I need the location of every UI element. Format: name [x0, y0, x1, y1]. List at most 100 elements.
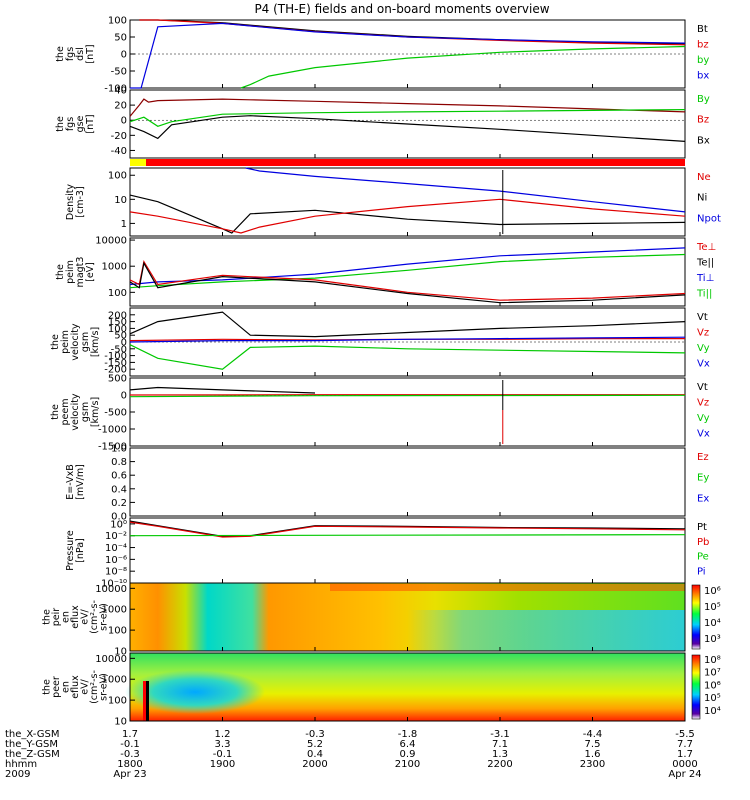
electron-spectrogram-gap — [146, 681, 149, 721]
electron-spectrogram-edge — [143, 681, 146, 721]
density-ytick-label: 1 — [121, 219, 127, 230]
density-frame — [129, 167, 686, 237]
moments-temperature-frame — [129, 237, 686, 307]
footer-value: 3.3 — [215, 739, 231, 750]
panel-velocity-gsm-electron: 500 0 -500 -1000 -1500 the peem velocity gsm [km/… — [50, 374, 710, 453]
panel-density: 100 10 1 Density [cm-3] Ne Ni Npot — [65, 167, 721, 237]
ion-spectrogram-low-energy — [130, 610, 685, 651]
density-ylabel-line: [cm-3] — [75, 186, 86, 217]
electron-spectrogram — [125, 653, 685, 721]
electron-eflux-ylabel-line: eflux — [70, 675, 81, 699]
footer-value: 1.7 — [677, 749, 693, 760]
pressure-ylabel-line: [nPa] — [75, 538, 86, 563]
fgs-gse-ytick-label: 20 — [114, 101, 127, 112]
ion-eflux-ytick-label: 1000 — [102, 605, 127, 616]
fgs-gse-ytick-label: -40 — [111, 146, 127, 157]
footer-row-label: the_X-GSM — [5, 729, 59, 740]
velocity-gsm-ion-ylabel-line: [km/s] — [90, 327, 101, 357]
footer-value: 2100 — [395, 759, 420, 770]
efield-frame — [129, 447, 686, 517]
ion-eflux-ylabel-line: (cm²-s- — [89, 600, 100, 634]
footer-value: 2300 — [580, 759, 605, 770]
velocity-gsm-electron-ylabel-line: velocity — [70, 393, 81, 431]
velocity-gsm-ion-ytick-label: -150 — [104, 358, 127, 369]
electron-spectrogram-blob — [125, 670, 265, 714]
electron-eflux-ylabel-line: the — [42, 679, 53, 695]
electron-eflux-ylabel-line: peer — [51, 676, 62, 698]
fgs-gse-ytick-label: -20 — [111, 131, 127, 142]
fgs-dsl-ylabel-line: dsl — [75, 47, 86, 61]
velocity-gsm-ion-ytick-label: -100 — [104, 351, 127, 362]
velocity-gsm-ion-ytick-label: 150 — [108, 317, 127, 328]
moments-temperature-legend-te: Te⊥ — [696, 242, 716, 253]
moments-temperature-legend-ti: Ti|| — [696, 289, 712, 300]
pressure-ytick-label: 10⁻¹⁰ — [101, 579, 127, 590]
fgs-gse-legend-by: By — [697, 94, 710, 105]
fgs-gse-ylabel-line: [nT] — [85, 114, 96, 133]
electron-eflux-ylabel-line: sr-eV) — [99, 673, 110, 701]
velocity-gsm-electron-legend-vy: Vy — [697, 413, 710, 424]
efield-ytick-label: 1.0 — [111, 444, 127, 455]
velocity-gsm-ion-ytick-label: 0 — [121, 338, 127, 349]
ion-eflux-ylabel-line: en — [61, 611, 72, 623]
efield-ylabel-line: [mV/m] — [75, 464, 86, 500]
velocity-gsm-ion-legend-vy: Vy — [697, 343, 710, 354]
density-series-ni — [129, 194, 686, 234]
footer-row-label: the_Y-GSM — [5, 739, 58, 750]
velocity-gsm-electron-ytick-label: -1000 — [98, 425, 127, 436]
electron-eflux-ytick-label: 10000 — [95, 654, 127, 665]
footer-value: 6.4 — [400, 739, 416, 750]
velocity-gsm-electron-frame — [129, 377, 686, 447]
velocity-gsm-ion-ylabel-line: velocity — [70, 323, 81, 361]
moments-temperature-ytick-label: 10000 — [95, 236, 127, 247]
moments-temperature-ylabel-line: the — [55, 264, 66, 280]
footer-value: -3.1 — [490, 729, 510, 740]
footer-value: 0.4 — [307, 749, 323, 760]
fgs-dsl-series-by — [240, 45, 686, 89]
footer-value: 1800 — [117, 759, 142, 770]
fgs-dsl-ylabel-line: the — [55, 46, 66, 62]
panel-efield: 1.0 0.8 0.6 0.4 0.2 0.0 E=-VxB [mV/m] Ez Ey Ex — [65, 444, 709, 523]
fgs-gse-series-by — [129, 109, 686, 127]
moments-temperature-ytick-label: 1000 — [102, 262, 127, 273]
fgs-gse-ytick-label: 40 — [114, 86, 127, 97]
density-series-ne — [129, 198, 686, 234]
density-series-npot — [245, 167, 686, 213]
electron-eflux-colorbar-label: 10⁷ — [704, 668, 721, 679]
fgs-dsl-ylabel-line: [nT] — [85, 44, 96, 63]
panel-fgs-dsl: 100 50 0 -50 -100 the fgs dsl [nT] Bt bz by bx — [55, 16, 709, 95]
electron-eflux-axes: 10000 1000 100 10 thepeerenefluxeV/(cm²-s-sr… — [42, 652, 721, 728]
spectrogram-panels: 10000100010010thepeirenefluxeV/(cm²-s-sr… — [42, 582, 721, 728]
electron-eflux-colorbar-label: 10⁶ — [704, 680, 721, 691]
footer-value: 7.7 — [677, 739, 693, 750]
ion-eflux-ylabel-line: the — [42, 609, 53, 625]
moments-temperature-legend-te: Te|| — [696, 258, 714, 269]
footer-value: -0.1 — [120, 739, 140, 750]
efield-ytick-label: 0.4 — [111, 484, 127, 495]
electron-eflux-ylabel-line: en — [61, 681, 72, 693]
velocity-gsm-ion-ylabel-line: gsm — [80, 332, 91, 352]
velocity-gsm-electron-ytick-label: -1500 — [98, 442, 127, 453]
footer-value: 1.2 — [215, 729, 231, 740]
footer-value: Apr 23 — [113, 769, 146, 780]
electron-eflux-ytick-label: 1000 — [102, 675, 127, 686]
electron-eflux-ytick-label: 100 — [108, 696, 127, 707]
ion-eflux-ylabel-line: sr-eV) — [99, 603, 110, 631]
ion-eflux-ylabel-line: peir — [51, 608, 62, 627]
fgs-gse-series-bx — [129, 115, 686, 142]
moments-temperature-ylabel-line: peim — [65, 260, 76, 284]
velocity-gsm-ion-ylabel-line: the — [50, 334, 61, 350]
pressure-series-pb — [129, 521, 686, 538]
fgs-dsl-ytick-label: -100 — [104, 84, 127, 95]
mode-bar — [130, 159, 685, 166]
efield-ytick-label: 0.0 — [111, 512, 127, 523]
moments-temperature-series-te — [129, 259, 686, 301]
velocity-gsm-electron-series-vy — [129, 394, 686, 398]
velocity-gsm-ion-legend-vx: Vx — [697, 359, 710, 370]
velocity-gsm-electron-ylabel-line: [km/s] — [90, 397, 101, 427]
electron-colorbar — [691, 654, 701, 720]
footer-value: -4.4 — [583, 729, 603, 740]
